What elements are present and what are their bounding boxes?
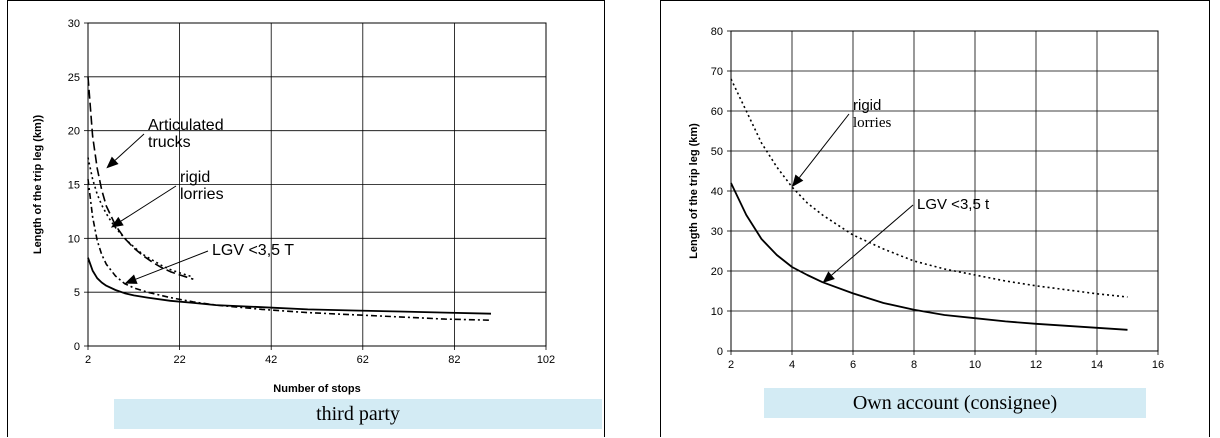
y-tick-label: 50 <box>711 146 723 158</box>
chart-right-svg: 0 10 20 30 40 50 60 70 80 2 4 6 8 10 12 14 16 Length of t… <box>688 26 1164 371</box>
x-tick-label: 4 <box>789 359 795 371</box>
annotation-label: LGV <3,5 t <box>917 196 990 213</box>
grid <box>727 30 1159 355</box>
x-tick-label: 102 <box>537 354 555 366</box>
annotation-label: Articulated <box>148 117 224 134</box>
annotation-arrow-line <box>831 204 914 276</box>
series-line-2 <box>730 182 1128 331</box>
y-tick-label: 40 <box>711 186 723 198</box>
annotation: LGV <3,5 T <box>124 242 294 284</box>
grid <box>84 22 547 350</box>
y-tick-label: 80 <box>711 26 723 38</box>
annotation-arrowhead <box>792 174 804 187</box>
annotation-label: rigid <box>853 97 881 114</box>
y-axis-label: Length of the trip leg (km) <box>688 123 700 259</box>
x-tick-label: 10 <box>969 359 981 371</box>
x-tick-label: 12 <box>1030 359 1042 371</box>
annotation-arrowhead <box>124 274 138 284</box>
x-tick-label: 2 <box>85 354 91 366</box>
series-line-3 <box>87 179 492 321</box>
x-tick-label: 22 <box>173 354 185 366</box>
x-tick-label: 2 <box>728 359 734 371</box>
y-tick-label: 20 <box>711 266 723 278</box>
x-tick-label: 82 <box>448 354 460 366</box>
annotation-arrowhead <box>110 216 124 228</box>
x-tick-label: 14 <box>1091 359 1103 371</box>
y-axis-label: Length of the trip leg (km)) <box>32 115 44 255</box>
y-tick-label: 0 <box>74 341 80 353</box>
x-tick-label: 42 <box>265 354 277 366</box>
series-line-2 <box>87 157 194 278</box>
y-tick-label: 30 <box>68 18 80 30</box>
annotation: LGV <3,5 t <box>822 196 990 283</box>
y-tick-label: 25 <box>68 72 80 84</box>
annotation-label: LGV <3,5 T <box>212 242 294 259</box>
y-tick-label: 10 <box>711 306 723 318</box>
y-tick-label: 70 <box>711 66 723 78</box>
annotation-label: trucks <box>148 134 191 151</box>
plot-area-border <box>730 30 1159 352</box>
y-tick-label: 10 <box>68 233 80 245</box>
annotation-label: lorries <box>853 115 891 131</box>
series-line-4 <box>87 257 492 315</box>
chart-caption: Own account (consignee) <box>764 388 1146 418</box>
x-tick-label: 8 <box>911 359 917 371</box>
annotation-arrow-line <box>114 133 145 161</box>
annotation-arrowhead <box>822 271 835 283</box>
series-line-1 <box>87 76 194 280</box>
annotation-arrowhead <box>106 156 119 169</box>
chart-panel-third-party: 0 5 10 15 20 25 30 2 22 42 62 82 102 Number of stops L… <box>7 0 605 437</box>
y-tick-label: 0 <box>717 346 723 358</box>
x-axis-label: Number of stops <box>273 383 360 395</box>
annotation-arrow-line <box>135 250 209 280</box>
y-tick-label: 20 <box>68 126 80 138</box>
y-tick-label: 30 <box>711 226 723 238</box>
series-line-1 <box>730 78 1128 298</box>
y-tick-label: 5 <box>74 287 80 299</box>
y-tick-label: 15 <box>68 180 80 192</box>
x-tick-label: 62 <box>357 354 369 366</box>
y-tick-label: 60 <box>711 106 723 118</box>
chart-panel-own-account: 0 10 20 30 40 50 60 70 80 2 4 6 8 10 12 14 16 Length of t… <box>660 0 1210 437</box>
annotation-label: lorries <box>180 186 224 203</box>
x-tick-label: 16 <box>1152 359 1164 371</box>
annotation-arrow-line <box>120 185 177 222</box>
annotation-arrow-line <box>798 113 850 178</box>
annotation-label: rigid <box>180 169 210 186</box>
x-tick-label: 6 <box>850 359 856 371</box>
chart-caption: third party <box>114 399 602 429</box>
